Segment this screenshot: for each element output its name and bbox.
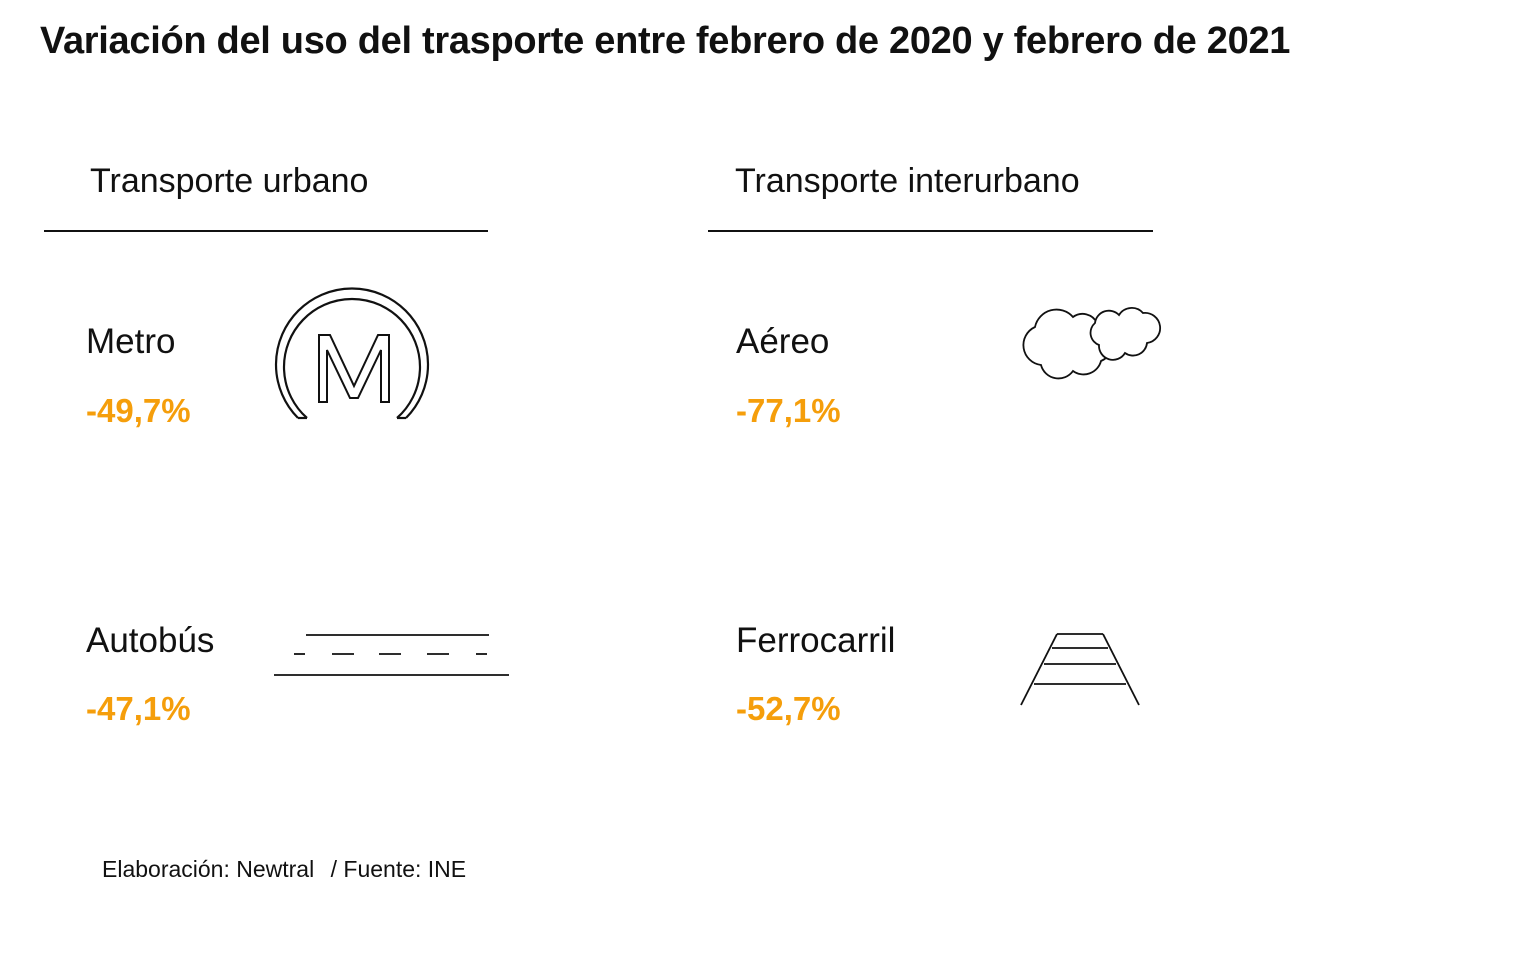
bus-value: -47,1% [86,690,191,727]
footer-credits: Elaboración: Newtral / Fuente: INE [102,856,466,883]
air-label: Aéreo [736,322,830,361]
rail-label: Ferrocarril [736,621,896,660]
footer-source: Fuente: INE [343,856,467,882]
metro-label: Metro [86,322,176,361]
footer-separator: / [330,856,337,882]
air-value: -77,1% [736,392,841,429]
section-divider-interurban [708,230,1153,232]
rail-value: -52,7% [736,690,841,727]
section-title-urban: Transporte urbano [90,162,369,200]
section-title-interurban: Transporte interurbano [735,162,1080,200]
page-title: Variación del uso del trasporte entre fe… [40,20,1291,62]
section-divider-urban [44,230,488,232]
metro-value: -49,7% [86,392,191,429]
clouds-icon [1022,307,1162,380]
railway-icon [1020,633,1140,706]
bus-label: Autobús [86,621,215,660]
road-icon [274,634,509,676]
metro-icon [274,287,430,420]
footer-credit: Elaboración: Newtral [102,856,315,882]
